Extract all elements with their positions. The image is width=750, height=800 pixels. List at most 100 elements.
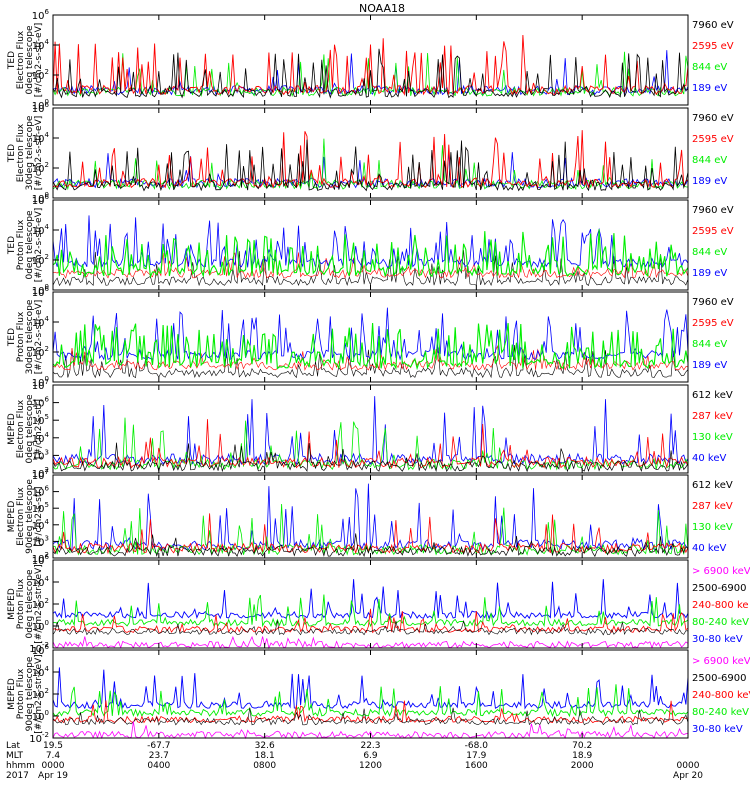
y-tick-label: 100 [32,191,49,205]
y-tick-label: 100 [32,98,49,112]
legend-entry: 7960 eV [692,205,734,216]
legend-entry: 80-240 keV [692,707,749,718]
y-tick-label: 104 [32,223,50,237]
legend-entry: 844 eV [692,62,727,73]
y-axis-label-line: TED [7,144,17,163]
legend-entry: 7960 eV [692,297,734,308]
y-axis-label-line: Proton Flux [16,578,26,629]
panel-8-traces [52,667,689,740]
y-axis-label-line: Proton Flux [16,311,26,362]
y-axis-label-line: MEPED [7,413,17,445]
legend-entry: 287 keV [692,411,733,422]
y-axis-label-line: Electron Flux [16,123,26,182]
panel-5: 107 106 105 104 103 102 MEPED Electron Flux 0deg… [7,378,733,480]
legend-entry: 2500-6900 [692,583,747,594]
legend-entry: 612 keV [692,480,733,491]
series-287kev-trace [52,419,689,469]
y-tick-label: 104 [32,38,50,52]
y-axis-label-line: TED [7,51,17,70]
series-612kev-trace [52,533,689,558]
panel-7: 106 104 102 100 10-2 MEPED Proton Flux 0deg tel… [7,553,750,655]
x-tick-time: 0000 [42,761,65,771]
legend-entry: 7960 eV [692,20,734,31]
panel-3: 106 104 102 100 TED Proton Flux 0deg telescope… [7,193,734,297]
legend-entry: 844 eV [692,155,727,166]
legend-entry: 80-240 keV [692,617,749,628]
y-tick-label: 106 [32,285,50,299]
legend-entry: 130 keV [692,432,733,443]
legend-entry: 844 eV [692,247,727,258]
y-axis-label-line: 90deg telescope [25,479,35,554]
x-tick-lat: -68.0 [465,741,489,751]
x-tick-time: 1600 [465,761,488,771]
y-tick-label: 105 [32,501,49,515]
y-tick-label: 106 [32,643,50,657]
x-row-label: Lat [6,741,21,751]
y-axis-label-line: MEPED [7,678,17,710]
y-axis-label-line: Proton Flux [16,219,26,270]
y-tick-label: 103 [32,448,49,462]
y-tick-label: 100 [32,283,49,297]
y-axis-label-line: [#/cm2-s-str-eV] [34,116,44,191]
y-tick-label: 10-2 [29,731,49,745]
series-2595ev-trace [52,130,689,189]
legend-entry: 2595 eV [692,41,734,52]
legend-entry: 844 eV [692,339,727,350]
panel-8: 106 104 102 100 10-2 MEPED Proton Flux 90deg te… [7,643,750,745]
y-tick-label: 104 [32,575,50,589]
series-40kev-trace [52,483,689,551]
y-axis-label-line: Proton Flux [16,668,26,719]
panel-4-traces [52,307,689,379]
y-tick-label: 10-2 [29,641,49,655]
x-tick-date: Apr 20 [673,771,703,781]
panel-7-frame [52,559,689,649]
y-axis-label-line: 30deg telescope [25,299,35,374]
x-tick-lat: -67.7 [147,741,170,751]
panel-1-traces [52,34,689,99]
series-2500-6900kev-trace [52,707,689,726]
y-tick-label: 103 [32,534,49,548]
panel-2-traces [52,130,689,192]
y-tick-label: 104 [32,431,50,445]
panel-2: 106 104 102 100 TED Electron Flux 30deg telesc… [7,101,734,205]
x-tick-date: Apr 19 [38,771,68,781]
legend-entry: 2595 eV [692,226,734,237]
series-80-240kev-trace [52,684,689,718]
series-240-800kev-trace [52,700,689,724]
panel-6: 107 106 105 104 103 102 MEPED Electron Flux 90de… [7,468,733,565]
x-tick-time: 1200 [359,761,382,771]
legend-entry: 2595 eV [692,134,734,145]
y-tick-label: 107 [32,378,49,392]
series-2595ev-trace [52,252,689,279]
panel-8-frame [52,649,689,739]
y-axis-label-line: 0deg telescope [25,25,35,95]
x-tick-time: 2000 [571,761,594,771]
x-row-label: MLT [6,751,24,761]
panel-1: 106 104 102 100 TED Electron Flux 0deg telesco… [7,8,734,112]
legend-entry: 40 keV [692,543,726,554]
series-7960ev-trace [52,48,689,99]
y-axis-label-line: [#/cm2-s-str] [34,399,44,459]
x-tick-lat: 22.3 [360,741,380,751]
y-axis-label-line: TED [7,236,17,255]
y-axis-label-line: [#/cm2-s-str-keV] [34,654,44,733]
series-80-240kev-trace [52,594,689,628]
x-tick-time: 0800 [253,761,276,771]
panel-6-traces [52,483,689,558]
series-30-80kev-trace [52,579,689,620]
legend-entry: > 6900 keV [692,566,750,577]
x-row-label: hhmm [6,761,35,771]
y-axis-label-line: 0deg telescope [25,569,35,639]
legend-entry: 189 eV [692,83,727,94]
series-189ev-trace [52,215,689,269]
y-tick-label: 104 [32,131,50,145]
y-axis-label-line: 0deg telescope [25,394,35,464]
series-40kev-trace [52,396,689,466]
y-tick-label: 106 [32,553,50,567]
y-tick-label: 102 [32,345,49,359]
legend-entry: 189 eV [692,268,727,279]
y-tick-label: 106 [32,101,50,115]
